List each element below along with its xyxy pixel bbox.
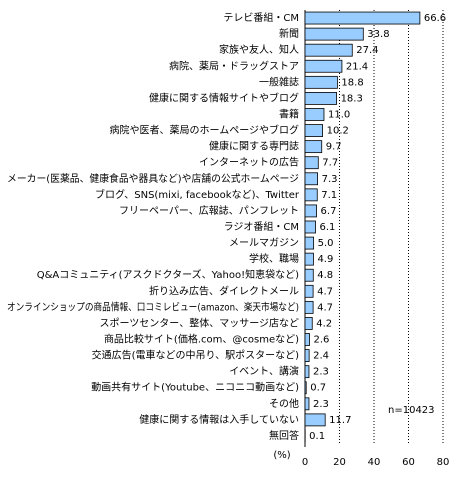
value-label: 0.1 <box>309 431 325 442</box>
value-label: 4.2 <box>316 318 332 329</box>
value-label: 9.7 <box>326 142 342 153</box>
bar <box>304 317 313 330</box>
value-label: 2.3 <box>313 367 329 378</box>
category-label: 病院や医者、薬局のホームページやブログ <box>110 124 300 137</box>
category-label: メールマガジン <box>229 237 299 249</box>
bar <box>304 75 338 89</box>
category-label: 交通広告(電車などの中吊り、駅ポスターなど) <box>92 349 300 362</box>
x-tick-label: 60 <box>402 457 415 468</box>
category-label: ブログ、SNS(mixi, facebookなど)、Twitter <box>95 188 300 201</box>
category-label: 動画共有サイト(Youtube、ニコニコ動画など) <box>91 381 299 394</box>
category-label: Q&Aコミュニティ(アスクドクターズ、Yahoo!知恵袋など) <box>37 268 299 281</box>
category-label: 健康に関する情報は入手していない <box>139 413 299 426</box>
value-label: 66.6 <box>424 13 446 24</box>
value-label: 21.4 <box>346 61 368 72</box>
category-label: 健康に関する専門誌 <box>209 140 299 153</box>
bar <box>304 172 318 186</box>
value-label: 18.3 <box>341 93 363 104</box>
value-label: 33.8 <box>367 29 389 40</box>
category-label: 書籍 <box>279 107 299 120</box>
value-label: 5.0 <box>318 238 334 249</box>
bar <box>304 300 314 314</box>
bar <box>304 156 319 170</box>
value-label: 7.7 <box>322 158 338 169</box>
bar <box>304 236 315 250</box>
value-label: 4.7 <box>317 286 333 297</box>
category-label: 健康に関する情報サイトやブログ <box>149 91 299 104</box>
bar <box>304 397 310 411</box>
annotation: n=10423 <box>388 405 435 416</box>
category-label: インターネットの広告 <box>199 156 299 169</box>
x-tick-label: 0 <box>302 457 308 468</box>
category-label: オンラインショップの商品情報、口コミレビュー(amazon、楽天市場など) <box>7 300 299 313</box>
bar <box>304 333 310 346</box>
value-label: 27.4 <box>356 45 378 56</box>
value-label: 0.7 <box>310 383 326 394</box>
category-label: その他 <box>269 397 299 410</box>
value-label: 6.7 <box>321 206 337 217</box>
value-label: 7.1 <box>321 190 337 201</box>
bar <box>304 11 421 25</box>
bar <box>304 59 343 73</box>
bar <box>304 381 307 395</box>
bar <box>304 92 337 105</box>
value-label: 4.7 <box>317 302 333 313</box>
category-label: メーカー(医薬品、健康食品や器具など)や店舗の公式ホームページ <box>7 172 299 185</box>
value-label: 4.9 <box>317 254 333 265</box>
bar <box>304 108 325 121</box>
category-label: 学校、職場 <box>249 252 299 265</box>
bar <box>304 124 323 137</box>
category-label: ラジオ番組・CM <box>224 220 299 233</box>
value-label: 7.3 <box>322 174 338 185</box>
category-label: 家族や友人、知人 <box>219 43 299 56</box>
bar <box>304 284 314 298</box>
value-label: 18.8 <box>341 77 363 88</box>
x-axis-label: (%) <box>273 450 290 461</box>
category-label: テレビ番組・CM <box>223 11 299 24</box>
category-label: 商品比較サイト(価格.com、@cosmeなど) <box>104 333 299 346</box>
bar <box>304 220 316 234</box>
bar <box>304 413 326 427</box>
bar <box>304 188 318 202</box>
category-label: 折り込み広告、ダイレクトメール <box>149 284 299 297</box>
bar <box>304 27 364 41</box>
category-label: 新聞 <box>279 27 299 40</box>
value-label: 11.0 <box>328 109 350 120</box>
value-label: 6.1 <box>320 222 336 233</box>
bar <box>304 252 314 266</box>
x-tick-label: 20 <box>333 457 346 468</box>
category-label: イベント、講演 <box>229 365 299 378</box>
bar <box>304 268 314 282</box>
value-label: 2.3 <box>313 399 329 410</box>
bar <box>304 365 310 379</box>
category-label: 病院、薬局・ドラッグストア <box>169 59 299 72</box>
category-label: フリーペーパー、広報誌、パンフレット <box>119 204 299 217</box>
x-tick-label: 80 <box>437 457 450 468</box>
category-label: 一般雑誌 <box>259 75 299 88</box>
category-label: スポーツセンター、整体、マッサージ店など <box>100 316 300 329</box>
value-label: 4.8 <box>317 270 333 281</box>
bar <box>304 140 323 154</box>
value-label: 2.6 <box>313 335 329 346</box>
bar <box>304 349 310 362</box>
bar <box>304 204 317 218</box>
value-label: 10.2 <box>327 126 349 137</box>
x-tick-label: 40 <box>368 457 381 468</box>
bar <box>304 43 353 57</box>
category-label: 無回答 <box>269 429 299 442</box>
value-label: 11.7 <box>329 415 351 426</box>
value-label: 2.4 <box>313 351 329 362</box>
